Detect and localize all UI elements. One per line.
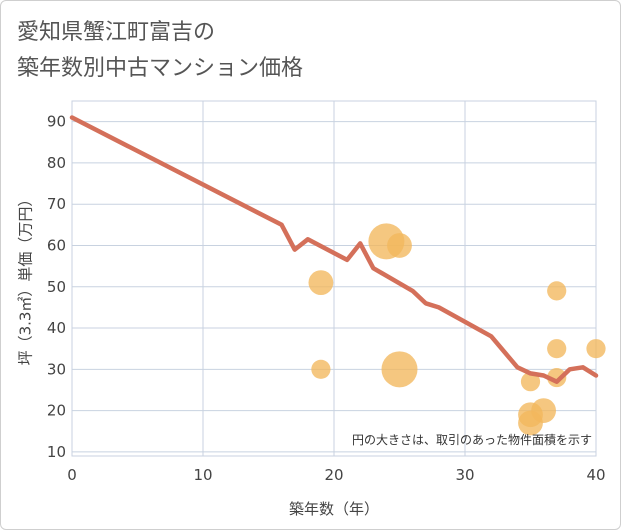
y-tick-label: 70: [47, 195, 66, 213]
average-line: [69, 115, 599, 384]
bubble-point: [531, 398, 556, 423]
x-tick-label: 40: [586, 466, 605, 484]
bubble-point: [311, 359, 331, 379]
plot-frame: [71, 100, 597, 457]
bubble-point: [381, 351, 418, 388]
size-note: 円の大きさは、取引のあった物件面積を示す: [352, 432, 592, 447]
bubble-point: [586, 339, 606, 359]
x-tick-label: 0: [67, 466, 77, 484]
y-tick-label: 60: [47, 236, 66, 254]
chart-title: 愛知県蟹江町富吉の 築年数別中古マンション価格: [17, 15, 303, 87]
average-price-line: [69, 115, 599, 384]
bubble-point: [387, 233, 412, 258]
y-tick-label: 10: [47, 443, 66, 461]
bubble-point: [547, 281, 567, 301]
y-tick-label: 90: [47, 113, 66, 131]
y-tick-label: 50: [47, 278, 66, 296]
chart-title-line-2: 築年数別中古マンション価格: [17, 56, 304, 81]
x-axis-label: 築年数（年）: [289, 500, 379, 518]
chart-title-line-1: 愛知県蟹江町富吉の: [17, 20, 216, 45]
y-tick-label: 40: [47, 319, 66, 337]
x-tick-label: 30: [455, 466, 474, 484]
x-tick-label: 20: [324, 466, 343, 484]
y-axis-label: 坪（3.3㎡）単価（万円）: [17, 192, 35, 366]
grid: [71, 100, 597, 457]
bubble-point: [308, 270, 334, 296]
y-tick-label: 30: [47, 360, 66, 378]
bubbles: [308, 223, 606, 436]
bubble-point: [520, 372, 541, 392]
y-tick-label: 80: [47, 154, 66, 172]
bubble-point: [547, 367, 567, 388]
x-tick-label: 10: [193, 466, 212, 484]
bubble-point: [547, 339, 567, 359]
y-tick-label: 20: [47, 402, 66, 420]
